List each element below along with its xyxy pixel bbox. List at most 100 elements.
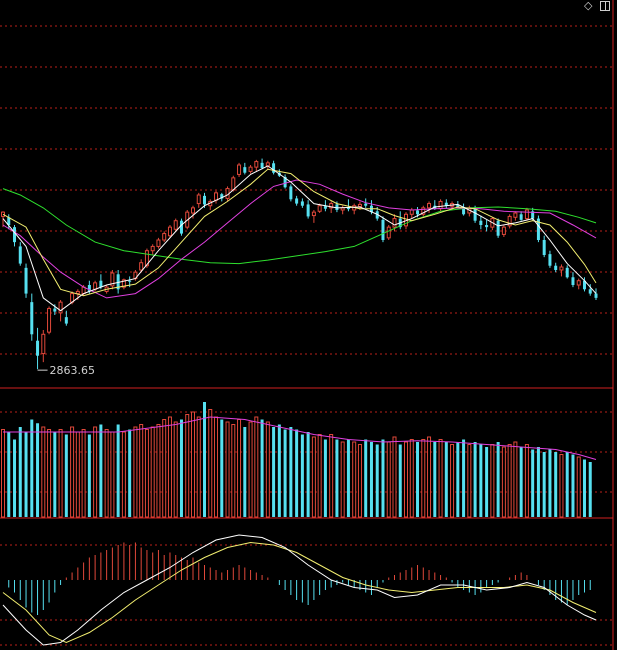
volume-bar-down bbox=[30, 419, 34, 517]
volume-bar-down bbox=[381, 439, 385, 517]
volume-bar-up bbox=[185, 414, 190, 518]
candle-down bbox=[571, 277, 575, 285]
candle-up bbox=[576, 280, 581, 286]
candle-up bbox=[231, 177, 236, 191]
candle-down bbox=[283, 177, 287, 188]
volume-bar-up bbox=[507, 444, 512, 518]
candle-up bbox=[121, 279, 126, 288]
candle-down bbox=[364, 203, 368, 206]
candle-down bbox=[548, 254, 552, 266]
volume-bar-up bbox=[450, 444, 455, 518]
volume-bar-up bbox=[427, 436, 432, 518]
volume-bar-down bbox=[18, 427, 22, 517]
candle-down bbox=[243, 167, 247, 173]
volume-bar-up bbox=[121, 431, 126, 518]
candle-up bbox=[392, 218, 397, 228]
volume-bar-up bbox=[225, 421, 230, 518]
volume-bar-down bbox=[306, 432, 310, 517]
volume-bar-down bbox=[7, 432, 11, 517]
volume-bar-up bbox=[490, 444, 495, 518]
volume-bar-down bbox=[473, 442, 477, 517]
volume-bar-up bbox=[150, 426, 155, 518]
candle-up bbox=[156, 239, 161, 247]
volume-bar-up bbox=[47, 429, 52, 518]
volume-bar-down bbox=[582, 459, 586, 517]
candle-down bbox=[179, 220, 183, 234]
macd-grid bbox=[0, 544, 612, 646]
candle-up bbox=[421, 207, 426, 215]
candle-up bbox=[507, 215, 512, 227]
volume-bar-up bbox=[421, 439, 426, 518]
volume-bar-up bbox=[467, 444, 472, 518]
candle-down bbox=[416, 210, 420, 215]
volume-bar-up bbox=[167, 416, 172, 518]
volume-bar-down bbox=[323, 439, 327, 517]
ma10-line bbox=[2, 168, 597, 297]
candle-down bbox=[565, 267, 569, 278]
volume-bar-down bbox=[335, 439, 339, 517]
candle-down bbox=[335, 204, 339, 210]
volume-bar-down bbox=[444, 442, 448, 517]
diamond-icon[interactable]: ◇ bbox=[584, 0, 593, 12]
price-grid bbox=[0, 25, 612, 355]
volume-bar-up bbox=[352, 441, 357, 518]
volume-bar-down bbox=[479, 444, 483, 517]
volume-bars bbox=[1, 402, 592, 518]
volume-bar-down bbox=[116, 424, 120, 517]
volume-bar-up bbox=[173, 421, 178, 518]
candle-up bbox=[150, 245, 155, 252]
ma60-line bbox=[2, 188, 597, 265]
candle-down bbox=[381, 219, 385, 240]
volume-bar-up bbox=[41, 426, 46, 518]
volume-bar-down bbox=[375, 444, 379, 517]
candle-down bbox=[346, 207, 350, 210]
volume-bar-up bbox=[392, 436, 397, 518]
candle-down bbox=[295, 198, 299, 204]
candle-up bbox=[110, 272, 115, 287]
volume-bar-up bbox=[438, 439, 443, 518]
candle-up bbox=[254, 161, 259, 168]
candle-down bbox=[519, 214, 523, 220]
candle-up bbox=[167, 226, 172, 237]
volume-bar-down bbox=[416, 442, 420, 517]
candle-up bbox=[162, 233, 167, 241]
candle-down bbox=[588, 289, 592, 294]
volume-bar-down bbox=[289, 427, 293, 517]
candle-up bbox=[311, 211, 316, 217]
candle-up bbox=[144, 250, 149, 267]
volume-bar-down bbox=[283, 429, 287, 517]
candle-down bbox=[289, 186, 293, 200]
candle-down bbox=[30, 302, 34, 335]
volume-bar-up bbox=[386, 441, 391, 518]
volume-bar-up bbox=[501, 446, 506, 518]
volume-bar-down bbox=[277, 424, 281, 517]
candle-up bbox=[58, 301, 63, 314]
candle-up bbox=[93, 282, 98, 290]
volume-bar-up bbox=[524, 444, 529, 518]
candle-down bbox=[375, 211, 379, 219]
volume-bar-down bbox=[398, 444, 402, 517]
macd-histogram bbox=[8, 542, 591, 615]
candle-up bbox=[501, 226, 506, 235]
volume-bar-up bbox=[559, 454, 564, 518]
volume-bar-down bbox=[13, 439, 17, 517]
volume-bar-up bbox=[311, 436, 316, 518]
candle-down bbox=[496, 220, 500, 236]
candle-up bbox=[47, 308, 52, 333]
panel-toggle-icon[interactable] bbox=[600, 1, 610, 11]
volume-bar-up bbox=[231, 424, 236, 518]
volume-ma-line bbox=[3, 416, 597, 460]
ma20-line bbox=[2, 179, 597, 299]
candle-up bbox=[196, 194, 201, 205]
volume-bar-down bbox=[462, 439, 466, 517]
volume-bar-down bbox=[519, 447, 523, 517]
volume-bar-up bbox=[139, 424, 144, 518]
macd-dea-line bbox=[2, 541, 597, 644]
candle-down bbox=[479, 220, 483, 225]
candle-up bbox=[173, 220, 178, 230]
candle-up bbox=[248, 166, 253, 172]
candle-down bbox=[64, 317, 68, 324]
volume-bar-down bbox=[554, 452, 558, 517]
candle-down bbox=[306, 204, 310, 217]
